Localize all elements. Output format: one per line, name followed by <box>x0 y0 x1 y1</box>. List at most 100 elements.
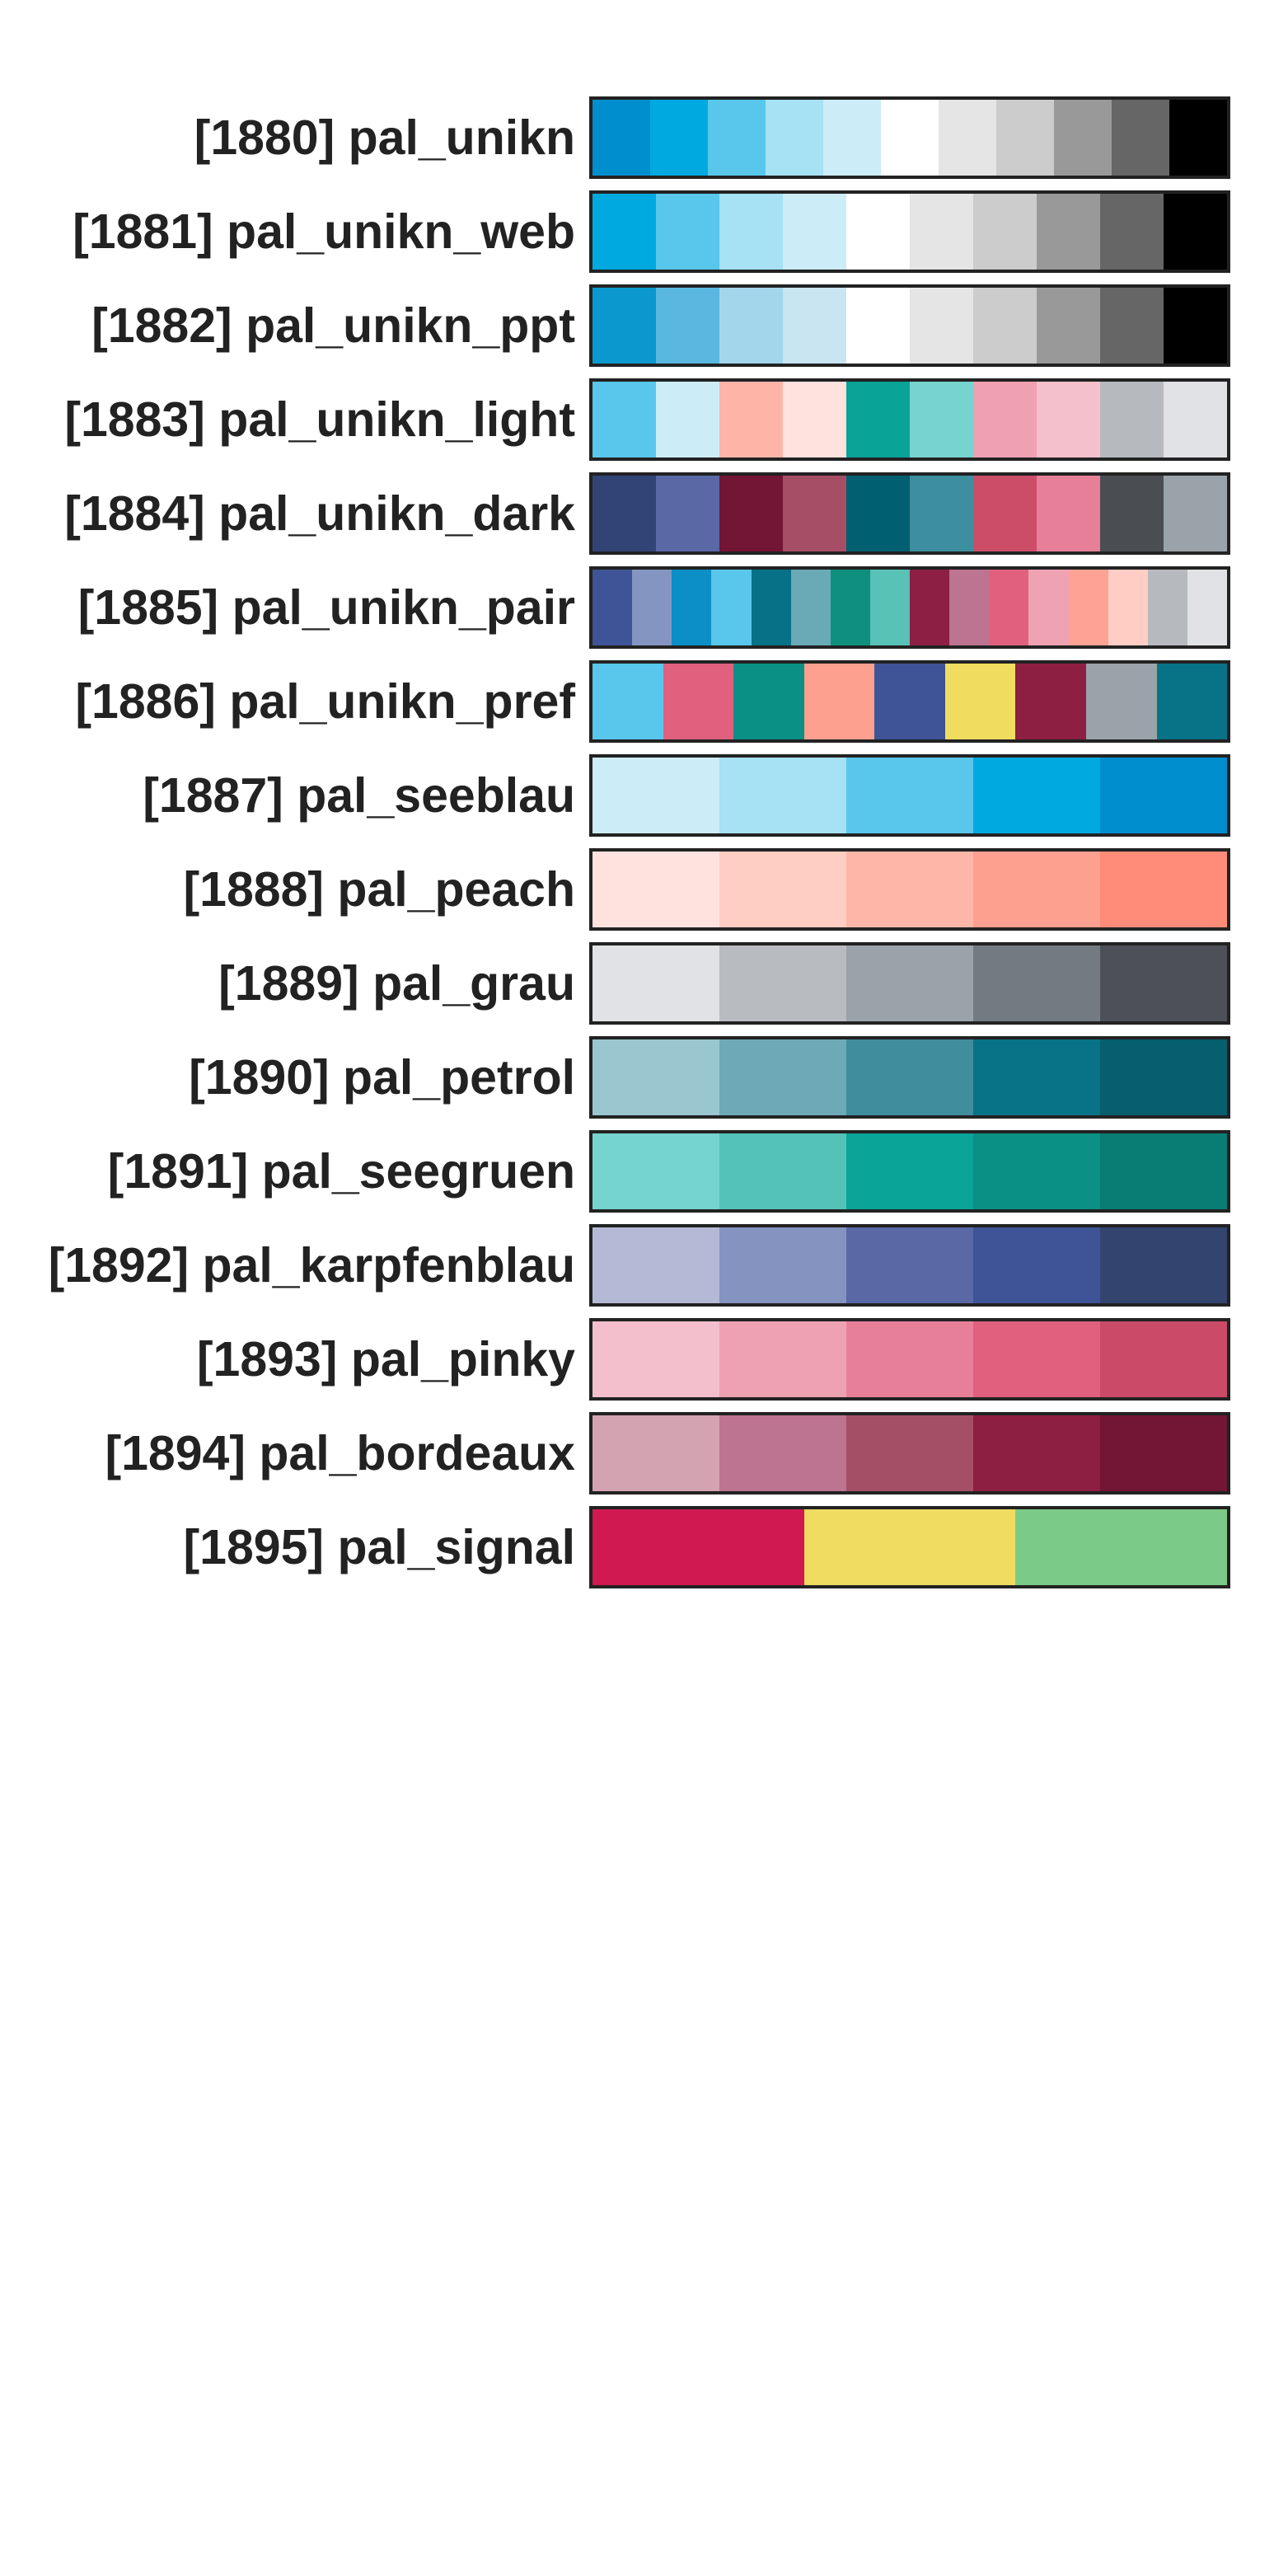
palette-swatch-bar <box>589 378 1230 461</box>
color-swatch <box>1100 288 1164 364</box>
color-swatch <box>846 852 973 927</box>
color-swatch <box>790 570 831 645</box>
color-swatch <box>1108 570 1148 645</box>
palette-label: [1892] pal_karpfenblau <box>48 1238 575 1293</box>
palette-row: [1884] pal_unikn_dark <box>0 472 1288 566</box>
color-swatch <box>989 570 1029 645</box>
color-swatch <box>973 476 1037 551</box>
palette-row: [1881] pal_unikn_web <box>0 190 1288 284</box>
palette-swatch-bar <box>589 942 1230 1025</box>
color-swatch <box>592 758 719 833</box>
color-swatch <box>910 288 973 364</box>
color-swatch <box>973 1133 1100 1209</box>
palette-row: [1882] pal_unikn_ppt <box>0 284 1288 378</box>
color-swatch <box>1100 852 1227 927</box>
palette-list: [1880] pal_unikn [1881] pal_unikn_web [188… <box>0 96 1288 1600</box>
color-swatch <box>846 1133 973 1209</box>
color-swatch <box>592 1321 719 1397</box>
palette-swatch-bar <box>589 660 1230 743</box>
color-swatch <box>592 1415 719 1491</box>
color-swatch <box>1100 1227 1227 1303</box>
color-swatch <box>1100 1133 1227 1209</box>
color-swatch <box>869 570 910 645</box>
palette-label: [1882] pal_unikn_ppt <box>91 298 575 353</box>
color-swatch <box>881 100 939 176</box>
color-swatch <box>783 382 846 457</box>
palette-swatch-bar <box>589 1036 1230 1119</box>
color-swatch <box>846 758 973 833</box>
color-swatch <box>846 1039 973 1115</box>
color-swatch <box>973 1415 1100 1491</box>
palette-label: [1890] pal_petrol <box>189 1050 575 1105</box>
color-swatch <box>1100 194 1164 270</box>
palette-swatch-bar <box>589 1130 1230 1213</box>
color-swatch <box>1147 570 1187 645</box>
color-swatch <box>1028 570 1069 645</box>
color-swatch <box>663 664 734 739</box>
color-swatch <box>592 100 650 176</box>
color-swatch <box>783 288 846 364</box>
color-swatch <box>823 100 881 176</box>
color-swatch <box>592 664 663 739</box>
color-swatch <box>1164 476 1227 551</box>
color-swatch <box>656 194 719 270</box>
color-swatch <box>719 1133 846 1209</box>
palette-swatch-bar <box>589 284 1230 367</box>
color-swatch <box>949 570 990 645</box>
palette-row: [1883] pal_unikn_light <box>0 378 1288 472</box>
color-swatch <box>1015 1509 1227 1585</box>
color-swatch <box>973 945 1100 1021</box>
color-swatch <box>1068 570 1108 645</box>
color-swatch <box>846 1415 973 1491</box>
palette-row: [1885] pal_unikn_pair <box>0 566 1288 660</box>
color-swatch <box>910 382 973 457</box>
color-swatch <box>592 288 656 364</box>
color-swatch <box>632 570 672 645</box>
palette-swatch-bar <box>589 96 1230 179</box>
color-swatch <box>1037 288 1100 364</box>
color-swatch <box>1169 100 1227 176</box>
color-swatch <box>783 476 846 551</box>
color-swatch <box>766 100 823 176</box>
color-swatch <box>973 1321 1100 1397</box>
color-swatch <box>1100 1415 1227 1491</box>
palette-swatch-bar <box>589 1318 1230 1401</box>
color-swatch <box>910 570 950 645</box>
color-swatch <box>973 758 1100 833</box>
color-swatch <box>719 758 846 833</box>
palette-label: [1895] pal_signal <box>183 1520 576 1574</box>
palette-label: [1884] pal_unikn_dark <box>64 486 575 541</box>
palette-swatch-bar <box>589 566 1230 649</box>
color-swatch <box>910 476 973 551</box>
palette-row: [1891] pal_seegruen <box>0 1130 1288 1224</box>
color-swatch <box>719 852 846 927</box>
color-swatch <box>751 570 791 645</box>
palette-label: [1883] pal_unikn_light <box>64 392 575 447</box>
color-swatch <box>1100 758 1227 833</box>
color-swatch <box>783 194 846 270</box>
palette-row: [1893] pal_pinky <box>0 1318 1288 1412</box>
color-swatch <box>1100 382 1164 457</box>
palette-row: [1894] pal_bordeaux <box>0 1412 1288 1506</box>
color-swatch <box>1164 288 1227 364</box>
color-swatch <box>1054 100 1112 176</box>
palette-swatch-bar <box>589 1412 1230 1494</box>
color-swatch <box>846 382 910 457</box>
color-swatch <box>719 382 783 457</box>
color-swatch <box>719 1227 846 1303</box>
color-swatch <box>1187 570 1227 645</box>
palette-label: [1881] pal_unikn_web <box>73 204 575 259</box>
color-swatch <box>592 1133 719 1209</box>
color-swatch <box>592 476 656 551</box>
palette-row: [1895] pal_signal <box>0 1506 1288 1600</box>
color-swatch <box>1164 194 1227 270</box>
palette-label: [1893] pal_pinky <box>196 1332 575 1387</box>
color-swatch <box>1100 945 1227 1021</box>
color-swatch <box>711 570 752 645</box>
color-swatch <box>944 664 1016 739</box>
palette-row: [1890] pal_petrol <box>0 1036 1288 1130</box>
color-swatch <box>719 1321 846 1397</box>
color-swatch <box>1100 1039 1227 1115</box>
color-swatch <box>1164 382 1227 457</box>
palette-label: [1891] pal_seegruen <box>107 1144 575 1199</box>
